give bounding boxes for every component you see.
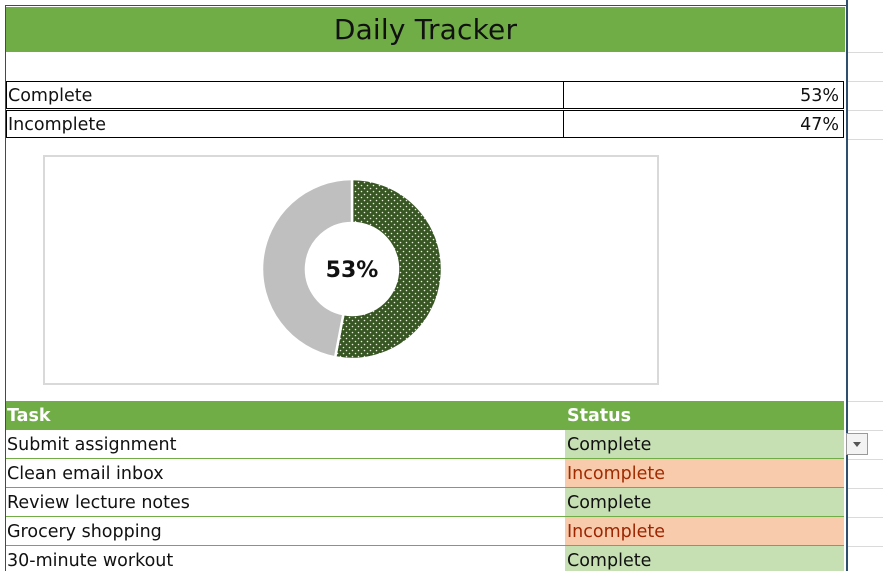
donut-chart[interactable]: 53%: [43, 155, 659, 385]
grid-line: [848, 459, 883, 460]
grid-line: [848, 401, 883, 402]
status-cell[interactable]: Incomplete: [565, 459, 844, 487]
grid-line: [848, 488, 883, 489]
column-header-task[interactable]: Task: [7, 406, 51, 426]
status-cell[interactable]: Complete: [565, 430, 844, 458]
task-cell[interactable]: Submit assignment: [6, 430, 565, 458]
donut-slice-incomplete[interactable]: [260, 177, 354, 359]
task-cell[interactable]: Review lecture notes: [6, 488, 565, 516]
grid-line: [848, 517, 883, 518]
grid-line: [848, 81, 883, 82]
donut-chart-svg: 53%: [260, 177, 444, 361]
table-row[interactable]: Submit assignment Complete: [6, 430, 844, 459]
title-cell[interactable]: Daily Tracker: [6, 7, 845, 52]
page-title: Daily Tracker: [333, 13, 518, 46]
table-row[interactable]: Clean email inbox Incomplete: [6, 459, 844, 488]
tracker-border: [5, 5, 846, 571]
task-cell[interactable]: Grocery shopping: [6, 517, 565, 545]
status-cell[interactable]: Incomplete: [565, 517, 844, 545]
table-row[interactable]: 30-minute workout Complete: [6, 546, 844, 571]
status-cell[interactable]: Complete: [565, 488, 844, 516]
summary-label[interactable]: Complete: [7, 82, 564, 108]
status-dropdown-button[interactable]: [846, 433, 868, 455]
table-row[interactable]: Review lecture notes Complete: [6, 488, 844, 517]
donut-center-label: 53%: [326, 258, 379, 283]
sheet-gridlines: [846, 0, 883, 571]
grid-line: [848, 546, 883, 547]
grid-line: [848, 430, 883, 431]
summary-value[interactable]: 47%: [800, 115, 839, 135]
summary-value[interactable]: 53%: [800, 86, 839, 106]
grid-line: [848, 52, 883, 53]
column-header-status[interactable]: Status: [567, 406, 632, 426]
task-table-header: Task Status: [6, 401, 844, 430]
summary-label[interactable]: Incomplete: [7, 111, 564, 137]
status-cell[interactable]: Complete: [565, 546, 844, 571]
task-cell[interactable]: 30-minute workout: [6, 546, 565, 571]
donut-slice-complete[interactable]: [333, 177, 444, 361]
grid-line: [848, 110, 883, 111]
grid-line: [848, 139, 883, 140]
summary-row-complete[interactable]: Complete 53%: [6, 81, 844, 109]
summary-row-incomplete[interactable]: Incomplete 47%: [6, 110, 844, 138]
chevron-down-icon: [853, 441, 861, 447]
table-row[interactable]: Grocery shopping Incomplete: [6, 517, 844, 546]
task-cell[interactable]: Clean email inbox: [6, 459, 565, 487]
